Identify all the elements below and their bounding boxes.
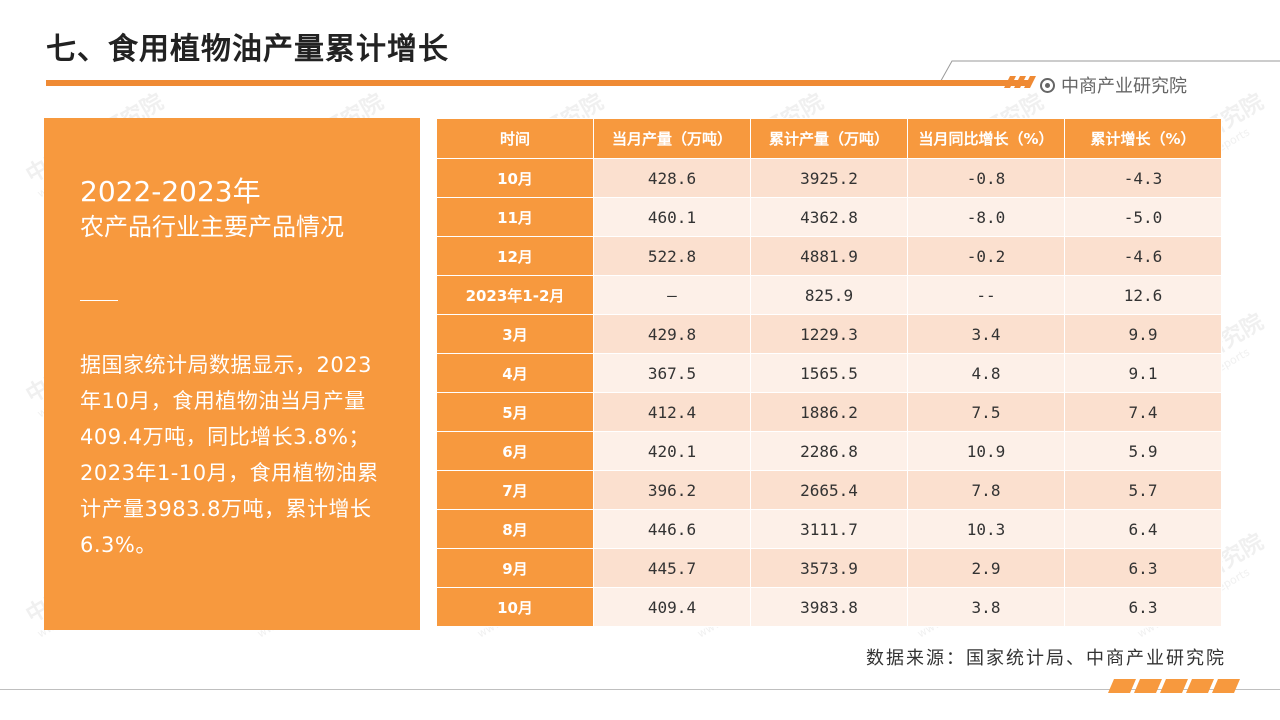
cell-cumulative-output: 1229.3 xyxy=(750,314,908,354)
row-label-time: 2023年1-2月 xyxy=(436,275,594,315)
cell-monthly-yoy: 4.8 xyxy=(907,353,1065,393)
table-row: 8月 446.6 3111.7 10.3 6.4 xyxy=(436,509,1222,549)
cell-monthly-yoy: 7.8 xyxy=(907,470,1065,510)
table-row: 3月 429.8 1229.3 3.4 9.9 xyxy=(436,314,1222,354)
cell-monthly-yoy: 2.9 xyxy=(907,548,1065,588)
cell-monthly-yoy: 3.4 xyxy=(907,314,1065,354)
header-monthly-yoy: 当月同比增长（%） xyxy=(907,118,1065,159)
table-row: 4月 367.5 1565.5 4.8 9.1 xyxy=(436,353,1222,393)
cell-cumulative-growth: 9.1 xyxy=(1064,353,1222,393)
table-row: 6月 420.1 2286.8 10.9 5.9 xyxy=(436,431,1222,471)
cell-cumulative-output: 3111.7 xyxy=(750,509,908,549)
cell-cumulative-output: 4362.8 xyxy=(750,197,908,237)
cell-monthly-yoy: 10.9 xyxy=(907,431,1065,471)
cell-monthly-output: 412.4 xyxy=(593,392,751,432)
cell-monthly-yoy: -0.2 xyxy=(907,236,1065,276)
row-label-time: 9月 xyxy=(436,548,594,588)
cell-monthly-yoy: -- xyxy=(907,275,1065,315)
cell-monthly-yoy: 3.8 xyxy=(907,587,1065,627)
panel-body-text: 据国家统计局数据显示，2023年10月，食用植物油当月产量409.4万吨，同比增… xyxy=(80,353,379,557)
footer-stripes-decor xyxy=(1108,679,1240,693)
title-underline xyxy=(46,80,1030,86)
cell-cumulative-growth: 6.3 xyxy=(1064,587,1222,627)
cell-cumulative-growth: -4.3 xyxy=(1064,158,1222,198)
row-label-time: 10月 xyxy=(436,158,594,198)
cell-cumulative-growth: 9.9 xyxy=(1064,314,1222,354)
table-row: 2023年1-2月 —825.9 -- 12.6 xyxy=(436,275,1222,315)
cell-monthly-output: 522.8 xyxy=(593,236,751,276)
table-row: 12月 522.8 4881.9 -0.2 -4.6 xyxy=(436,236,1222,276)
table-row: 10月 409.4 3983.8 3.8 6.3 xyxy=(436,587,1222,627)
panel-year: 2022-2023年 xyxy=(80,175,261,208)
cell-cumulative-growth: -4.6 xyxy=(1064,236,1222,276)
cell-monthly-output: 409.4 xyxy=(593,587,751,627)
cell-cumulative-output: 4881.9 xyxy=(750,236,908,276)
header-time: 时间 xyxy=(436,118,594,159)
header-decor-line xyxy=(938,60,1280,86)
brand-logo: 中商产业研究院 xyxy=(1040,72,1187,98)
table-row: 11月 460.1 4362.8 -8.0 -5.0 xyxy=(436,197,1222,237)
cell-monthly-output: 428.6 xyxy=(593,158,751,198)
panel-divider xyxy=(80,300,118,301)
row-label-time: 5月 xyxy=(436,392,594,432)
title-stripes-decor xyxy=(1004,76,1036,88)
cell-cumulative-output: 1565.5 xyxy=(750,353,908,393)
cell-cumulative-growth: 12.6 xyxy=(1064,275,1222,315)
cell-cumulative-growth: 5.7 xyxy=(1064,470,1222,510)
cell-cumulative-output: 825.9 xyxy=(750,275,908,315)
data-source-note: 数据来源：国家统计局、中商产业研究院 xyxy=(866,648,1226,669)
row-label-time: 12月 xyxy=(436,236,594,276)
row-label-time: 6月 xyxy=(436,431,594,471)
cell-cumulative-output: 3925.2 xyxy=(750,158,908,198)
row-label-time: 4月 xyxy=(436,353,594,393)
cell-monthly-output: 429.8 xyxy=(593,314,751,354)
header-monthly-output: 当月产量（万吨） xyxy=(593,118,751,159)
cell-monthly-output: 460.1 xyxy=(593,197,751,237)
table-row: 9月 445.7 3573.9 2.9 6.3 xyxy=(436,548,1222,588)
cell-cumulative-output: 1886.2 xyxy=(750,392,908,432)
cell-cumulative-growth: 6.4 xyxy=(1064,509,1222,549)
row-label-time: 10月 xyxy=(436,587,594,627)
cell-monthly-output: 367.5 xyxy=(593,353,751,393)
cell-monthly-yoy: 7.5 xyxy=(907,392,1065,432)
cell-cumulative-growth: 7.4 xyxy=(1064,392,1222,432)
brand-circle-icon xyxy=(1040,77,1055,93)
brand-name: 中商产业研究院 xyxy=(1061,76,1187,97)
cell-cumulative-output: 2665.4 xyxy=(750,470,908,510)
header-cumulative-growth: 累计增长（%） xyxy=(1064,118,1222,159)
cell-cumulative-growth: 6.3 xyxy=(1064,548,1222,588)
table-row: 10月 428.6 3925.2 -0.8 -4.3 xyxy=(436,158,1222,198)
production-table: 时间 当月产量（万吨） 累计产量（万吨） 当月同比增长（%） 累计增长（%） 1… xyxy=(436,118,1222,627)
info-panel: 2022-2023年 农产品行业主要产品情况 据国家统计局数据显示，2023年1… xyxy=(44,118,420,630)
cell-cumulative-output: 3573.9 xyxy=(750,548,908,588)
cell-monthly-yoy: 10.3 xyxy=(907,509,1065,549)
row-label-time: 7月 xyxy=(436,470,594,510)
cell-cumulative-growth: 5.9 xyxy=(1064,431,1222,471)
panel-subtitle: 农产品行业主要产品情况 xyxy=(80,213,344,241)
page-title: 七、食用植物油产量累计增长 xyxy=(46,32,449,67)
footer-line xyxy=(0,689,1280,690)
cell-monthly-output: 420.1 xyxy=(593,431,751,471)
cell-monthly-yoy: -8.0 xyxy=(907,197,1065,237)
table-row: 5月 412.4 1886.2 7.5 7.4 xyxy=(436,392,1222,432)
cell-monthly-output: 446.6 xyxy=(593,509,751,549)
cell-monthly-output: 396.2 xyxy=(593,470,751,510)
cell-cumulative-output: 2286.8 xyxy=(750,431,908,471)
table-header-row: 时间 当月产量（万吨） 累计产量（万吨） 当月同比增长（%） 累计增长（%） xyxy=(436,118,1222,159)
header-cumulative-output: 累计产量（万吨） xyxy=(750,118,908,159)
table-row: 7月 396.2 2665.4 7.8 5.7 xyxy=(436,470,1222,510)
cell-monthly-yoy: -0.8 xyxy=(907,158,1065,198)
cell-monthly-output: — xyxy=(593,275,751,315)
row-label-time: 3月 xyxy=(436,314,594,354)
row-label-time: 11月 xyxy=(436,197,594,237)
cell-cumulative-growth: -5.0 xyxy=(1064,197,1222,237)
row-label-time: 8月 xyxy=(436,509,594,549)
cell-cumulative-output: 3983.8 xyxy=(750,587,908,627)
cell-monthly-output: 445.7 xyxy=(593,548,751,588)
